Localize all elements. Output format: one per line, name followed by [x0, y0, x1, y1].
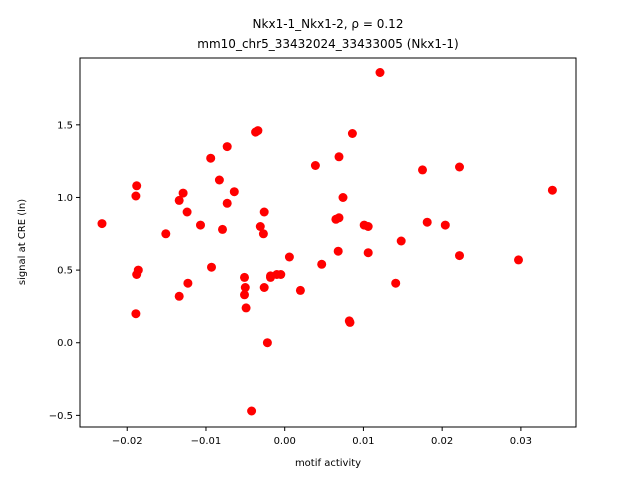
- x-tick-label: 0.02: [431, 436, 453, 447]
- data-point: [131, 191, 141, 201]
- data-point: [255, 222, 265, 231]
- data-point: [276, 270, 286, 279]
- data-point: [222, 198, 232, 208]
- data-point: [97, 219, 107, 229]
- data-point: [206, 153, 216, 163]
- data-point: [333, 246, 343, 256]
- data-point: [218, 224, 227, 234]
- data-point: [258, 229, 268, 239]
- data-point: [132, 181, 142, 191]
- data-point: [196, 220, 205, 230]
- data-point: [241, 303, 251, 313]
- data-point: [345, 317, 355, 327]
- data-point: [132, 270, 142, 279]
- data-point: [251, 127, 261, 137]
- data-point: [262, 338, 272, 348]
- chart-title-line2: mm10_chr5_33432024_33433005 (Nkx1-1): [197, 37, 458, 51]
- data-point: [310, 161, 320, 170]
- x-tick-label: 0.03: [510, 436, 532, 447]
- data-point: [182, 207, 192, 217]
- data-point: [418, 165, 427, 175]
- y-axis-ticks: −0.5 0.0 0.5 1.0 1.5: [49, 120, 80, 422]
- data-point: [375, 68, 385, 77]
- y-tick-label: 1.5: [57, 120, 73, 131]
- data-point: [240, 283, 250, 292]
- data-point: [391, 278, 401, 288]
- chart-title-line1: Nkx1-1_Nkx1-2, ρ = 0.12: [253, 17, 404, 31]
- data-point: [363, 222, 373, 231]
- y-tick-label: 0.0: [57, 338, 73, 349]
- data-point: [183, 278, 193, 288]
- y-tick-label: 0.5: [57, 266, 73, 277]
- data-point: [259, 207, 269, 217]
- data-point: [455, 251, 464, 261]
- data-point: [174, 291, 184, 301]
- data-point: [259, 283, 269, 292]
- data-point: [247, 406, 257, 416]
- x-tick-label: 0.01: [352, 436, 374, 447]
- x-axis-label: motif activity: [295, 458, 361, 469]
- data-point: [131, 309, 141, 319]
- data-point: [207, 262, 216, 272]
- data-point: [334, 152, 344, 162]
- data-point: [174, 195, 184, 205]
- y-axis-label: signal at CRE (ln): [17, 199, 28, 285]
- data-point: [396, 236, 406, 246]
- data-point: [331, 214, 341, 224]
- data-point: [284, 252, 294, 262]
- data-point: [240, 272, 249, 282]
- data-point: [547, 185, 557, 195]
- data-point: [222, 142, 232, 152]
- data-point: [240, 290, 249, 300]
- data-point: [295, 285, 305, 295]
- data-point: [266, 272, 275, 282]
- data-point: [161, 229, 171, 239]
- data-point: [455, 162, 464, 172]
- data-points: [97, 68, 557, 416]
- plot-frame: [79, 57, 577, 428]
- data-point: [514, 255, 523, 265]
- data-point: [178, 188, 188, 198]
- x-tick-label: 0.00: [274, 436, 296, 447]
- x-axis-ticks: −0.02 −0.01 0.00 0.01 0.02 0.03: [112, 427, 532, 447]
- data-point: [229, 187, 239, 197]
- y-tick-label: 1.0: [57, 193, 73, 204]
- data-point: [317, 259, 327, 269]
- data-point: [363, 248, 373, 258]
- x-tick-label: −0.02: [112, 436, 143, 447]
- data-point: [338, 193, 348, 202]
- y-tick-label: −0.5: [49, 411, 73, 422]
- data-point: [422, 217, 432, 227]
- data-point: [347, 129, 357, 138]
- x-tick-label: −0.01: [191, 436, 222, 447]
- data-point: [214, 175, 224, 185]
- data-point: [440, 220, 450, 230]
